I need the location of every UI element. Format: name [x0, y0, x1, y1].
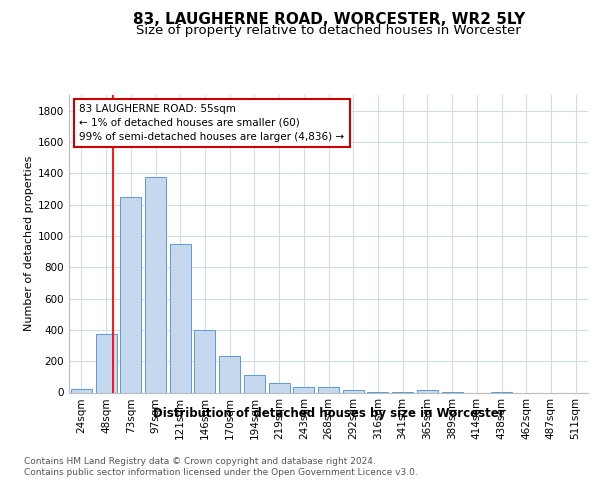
Text: Distribution of detached houses by size in Worcester: Distribution of detached houses by size …: [153, 408, 505, 420]
Text: Contains HM Land Registry data © Crown copyright and database right 2024.
Contai: Contains HM Land Registry data © Crown c…: [24, 458, 418, 477]
Bar: [417, 390, 438, 392]
Y-axis label: Number of detached properties: Number of detached properties: [24, 156, 34, 332]
Bar: [145, 177, 166, 392]
Text: 83, LAUGHERNE ROAD, WORCESTER, WR2 5LY: 83, LAUGHERNE ROAD, WORCESTER, WR2 5LY: [133, 12, 525, 28]
Text: 83 LAUGHERNE ROAD: 55sqm
← 1% of detached houses are smaller (60)
99% of semi-de: 83 LAUGHERNE ROAD: 55sqm ← 1% of detache…: [79, 104, 344, 142]
Bar: [194, 330, 215, 392]
Bar: [318, 387, 339, 392]
Bar: [71, 388, 92, 392]
Bar: [343, 390, 364, 392]
Text: Size of property relative to detached houses in Worcester: Size of property relative to detached ho…: [136, 24, 521, 37]
Bar: [244, 376, 265, 392]
Bar: [120, 197, 141, 392]
Bar: [95, 334, 116, 392]
Bar: [269, 383, 290, 392]
Bar: [293, 387, 314, 392]
Bar: [170, 244, 191, 392]
Bar: [219, 356, 240, 392]
